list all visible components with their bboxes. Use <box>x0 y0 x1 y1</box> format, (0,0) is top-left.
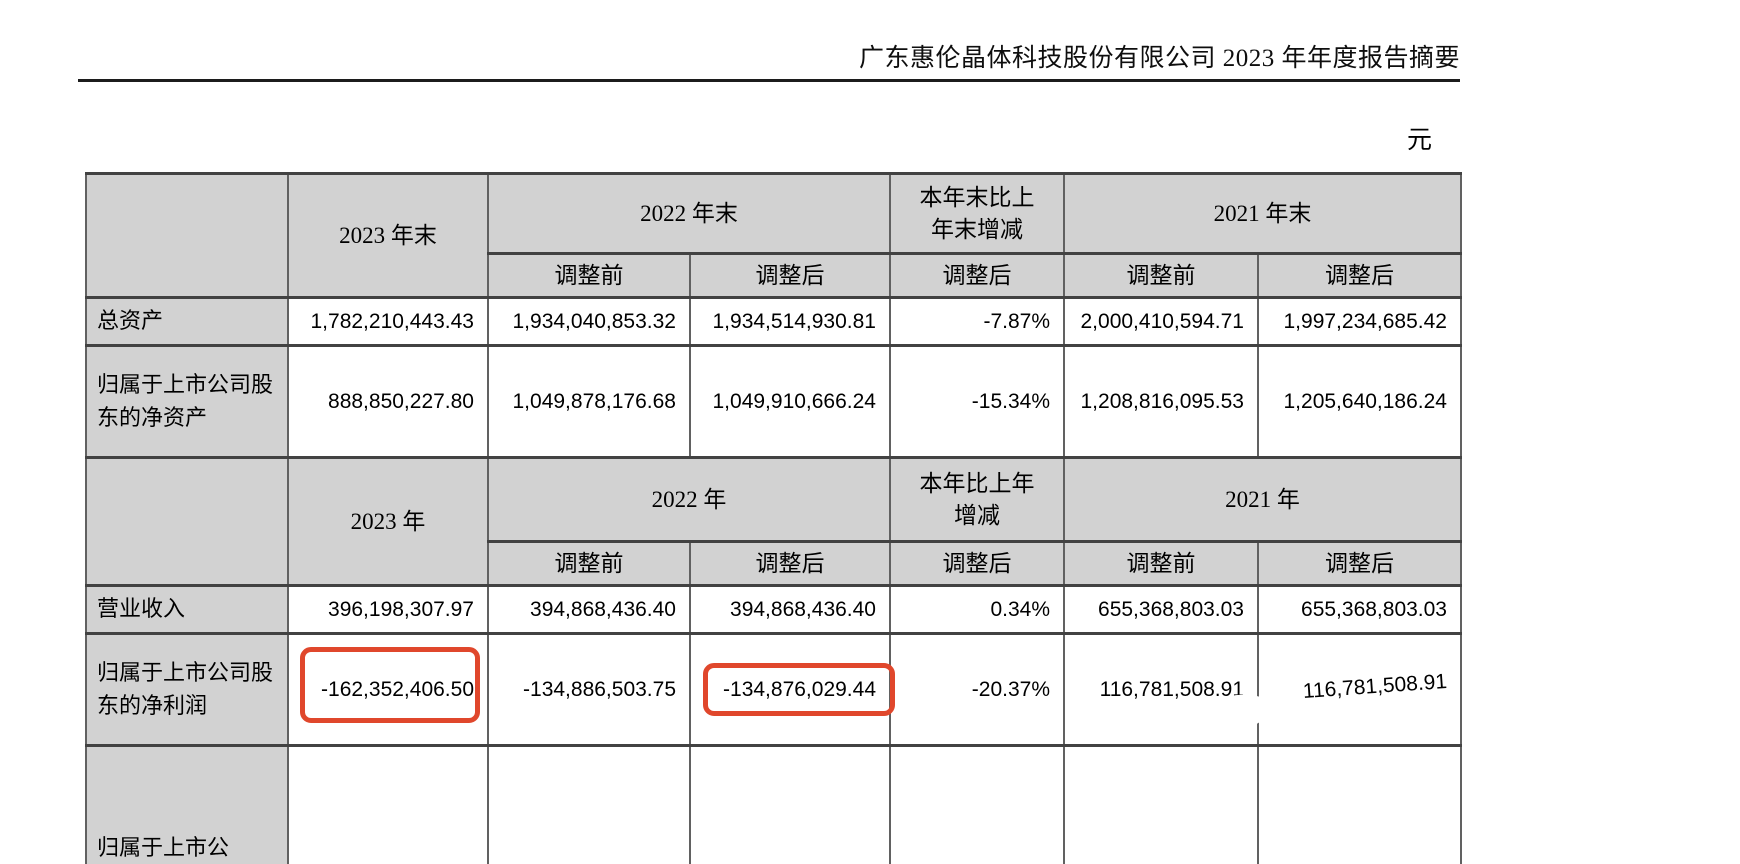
table-row: 调整前 调整后 调整后 调整前 调整后 <box>86 540 1462 587</box>
cell-partial-2021-after <box>1257 744 1462 864</box>
cell-revenue-2021-after: 655,368,803.03 <box>1257 584 1462 635</box>
cell-partial-2022-after <box>689 744 891 864</box>
corner-cell-section1 <box>85 172 289 299</box>
cell-total-assets-2021-before: 2,000,410,594.71 <box>1063 296 1259 347</box>
cell-net-profit-2022-after: -134,876,029.44 <box>689 632 895 747</box>
subheader-2022-after-adjust: 调整后 <box>689 252 891 299</box>
cell-net-assets-2021-before: 1,208,816,095.53 <box>1063 344 1259 459</box>
currency-unit-label: 元 <box>1406 127 1432 154</box>
cell-revenue-2023: 396,198,307.97 <box>287 584 489 635</box>
cell-net-profit-2021-after: 116,781,508.91 <box>1257 632 1462 747</box>
subheader-2022-before-adjust: 调整前 <box>487 252 691 299</box>
cell-total-assets-2023: 1,782,210,443.43 <box>287 296 489 347</box>
subheader-2021-after-adjust: 调整后 <box>1257 252 1462 299</box>
cell-total-assets-2021-after: 1,997,234,685.42 <box>1257 296 1462 347</box>
cell-net-assets-2023: 888,850,227.80 <box>287 344 489 459</box>
table-row-net-assets: 归属于上市公司股东的净资产 888,850,227.80 1,049,878,1… <box>85 344 1462 459</box>
cell-net-assets-2022-after: 1,049,910,666.24 <box>689 344 891 459</box>
header-2021-year: 2021 年 <box>1063 456 1462 543</box>
net-profit-2023-value: -162,352,406.50 <box>321 677 474 701</box>
table-row-net-profit: 归属于上市公司股东的净利润 -162,352,406.50 -134,886,5… <box>85 632 1462 747</box>
row-label-partial: 归属于上市公 <box>85 744 289 864</box>
cell-revenue-2021-before: 655,368,803.03 <box>1063 584 1259 635</box>
cell-net-profit-2022-before: -134,886,503.75 <box>487 632 691 747</box>
cell-total-assets-2022-before: 1,934,040,853.32 <box>487 296 691 347</box>
net-profit-2021-before-value: 116,781,508.91 <box>1099 677 1244 701</box>
header-2023-year-end: 2023 年末 <box>287 172 489 299</box>
cell-revenue-2022-after: 394,868,436.40 <box>689 584 891 635</box>
table-row: 2023 年 2022 年 本年比上年 增减 2021 年 <box>85 456 1462 587</box>
corner-cell-section2 <box>85 456 289 587</box>
cell-partial-2023 <box>287 744 489 864</box>
header-2021-year-end: 2021 年末 <box>1063 172 1462 255</box>
table-row-revenue: 营业收入 396,198,307.97 394,868,436.40 394,8… <box>85 584 1462 635</box>
cell-revenue-change: 0.34% <box>889 584 1065 635</box>
cell-partial-change <box>889 744 1065 864</box>
header-yoy-change-year: 本年比上年 增减 <box>889 456 1065 543</box>
cell-total-assets-change: -7.87% <box>889 296 1065 347</box>
header-2022-year-end: 2022 年末 <box>487 172 891 255</box>
watermark-blob <box>1272 701 1334 739</box>
table-row-partial: 归属于上市公 <box>85 744 1462 864</box>
row-label-revenue: 营业收入 <box>85 584 289 635</box>
subheader-2021-before-adjust: 调整前 <box>1063 252 1259 299</box>
cell-net-profit-2023: -162,352,406.50 <box>287 632 489 747</box>
cell-net-profit-2021-before: 116,781,508.91 <box>1063 632 1274 747</box>
table-row-total-assets: 总资产 1,782,210,443.43 1,934,040,853.32 1,… <box>85 296 1462 347</box>
cell-net-assets-2022-before: 1,049,878,176.68 <box>487 344 691 459</box>
cell-net-assets-2021-after: 1,205,640,186.24 <box>1257 344 1462 459</box>
financial-summary-table: 2023 年末 2022 年末 本年末比上 年末增减 2021 年末 调整前 调… <box>85 172 1462 864</box>
subheader2-2021-before-adjust: 调整前 <box>1063 540 1259 587</box>
subheader-change-after-adjust: 调整后 <box>889 252 1065 299</box>
net-profit-2022-after-value: -134,876,029.44 <box>723 677 876 701</box>
subheader2-2022-before-adjust: 调整前 <box>487 540 691 587</box>
cell-revenue-2022-before: 394,868,436.40 <box>487 584 691 635</box>
header-yoy-change-year-end: 本年末比上 年末增减 <box>889 172 1065 255</box>
header-2022-year: 2022 年 <box>487 456 891 543</box>
subheader2-2022-after-adjust: 调整后 <box>689 540 891 587</box>
title-divider <box>78 79 1460 82</box>
report-title: 广东惠伦晶体科技股份有限公司 2023 年年度报告摘要 <box>858 45 1460 72</box>
subheader2-change-after-adjust: 调整后 <box>889 540 1065 587</box>
cell-total-assets-2022-after: 1,934,514,930.81 <box>689 296 891 347</box>
cell-partial-2022-before <box>487 744 691 864</box>
subheader2-2021-after-adjust: 调整后 <box>1257 540 1462 587</box>
cell-net-profit-change: -20.37% <box>889 632 1065 747</box>
row-label-net-assets: 归属于上市公司股东的净资产 <box>85 344 289 459</box>
cell-net-assets-change: -15.34% <box>889 344 1065 459</box>
cell-partial-2021-before <box>1063 744 1259 864</box>
header-2023-year: 2023 年 <box>287 456 489 587</box>
table-row: 2023 年末 2022 年末 本年末比上 年末增减 2021 年末 <box>85 172 1462 299</box>
net-profit-2021-after-value: 116,781,508.91 <box>1301 669 1448 703</box>
row-label-total-assets: 总资产 <box>85 296 289 347</box>
row-label-net-profit: 归属于上市公司股东的净利润 <box>85 632 289 747</box>
table-row: 调整前 调整后 调整后 调整前 调整后 <box>86 252 1462 299</box>
